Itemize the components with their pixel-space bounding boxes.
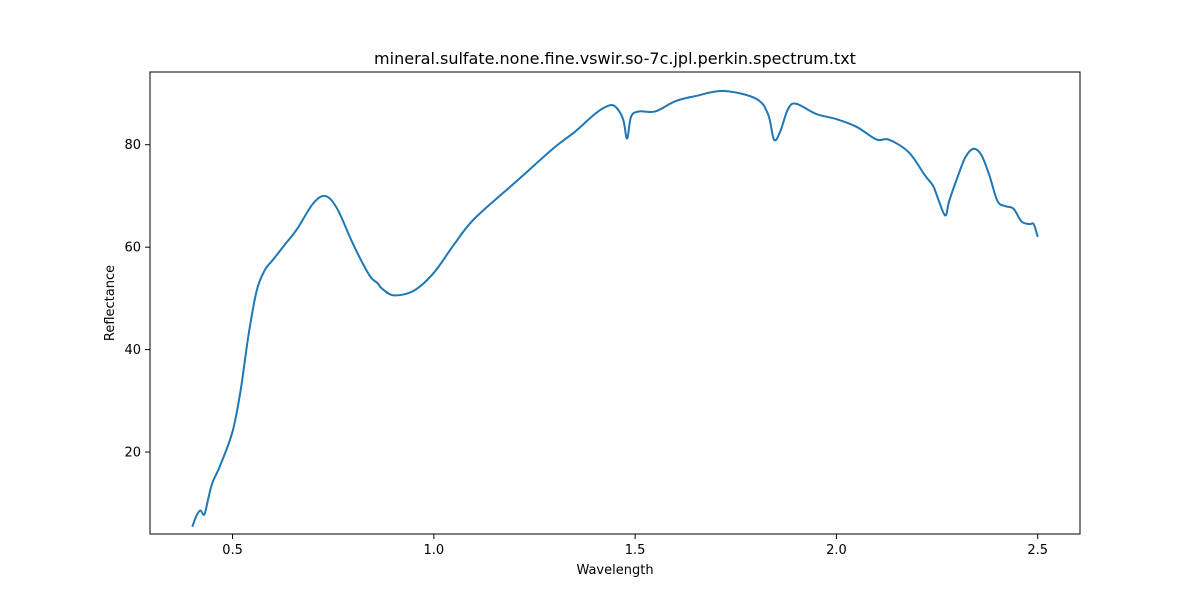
- y-tick-label: 20: [124, 446, 141, 461]
- y-tick-label: 40: [124, 343, 141, 358]
- y-axis-label: Reflectance: [103, 265, 118, 341]
- x-tick-label: 1.5: [625, 543, 646, 558]
- x-axis-label: Wavelength: [576, 563, 653, 578]
- x-tick-label: 0.5: [222, 543, 243, 558]
- plot-frame: [149, 71, 1081, 535]
- y-axis: 20 40 60 80: [124, 138, 150, 461]
- spectrum-line: [191, 89, 1039, 528]
- x-tick-label: 2.0: [826, 543, 847, 558]
- x-tick-label: 2.5: [1027, 543, 1048, 558]
- x-tick-label: 1.0: [423, 543, 444, 558]
- chart-title: mineral.sulfate.none.fine.vswir.so-7c.jp…: [374, 49, 856, 68]
- x-axis: 0.5 1.0 1.5 2.0 2.5: [222, 534, 1048, 558]
- plot-area: [191, 89, 1039, 528]
- y-tick-label: 80: [124, 138, 141, 153]
- y-tick-label: 60: [124, 241, 141, 256]
